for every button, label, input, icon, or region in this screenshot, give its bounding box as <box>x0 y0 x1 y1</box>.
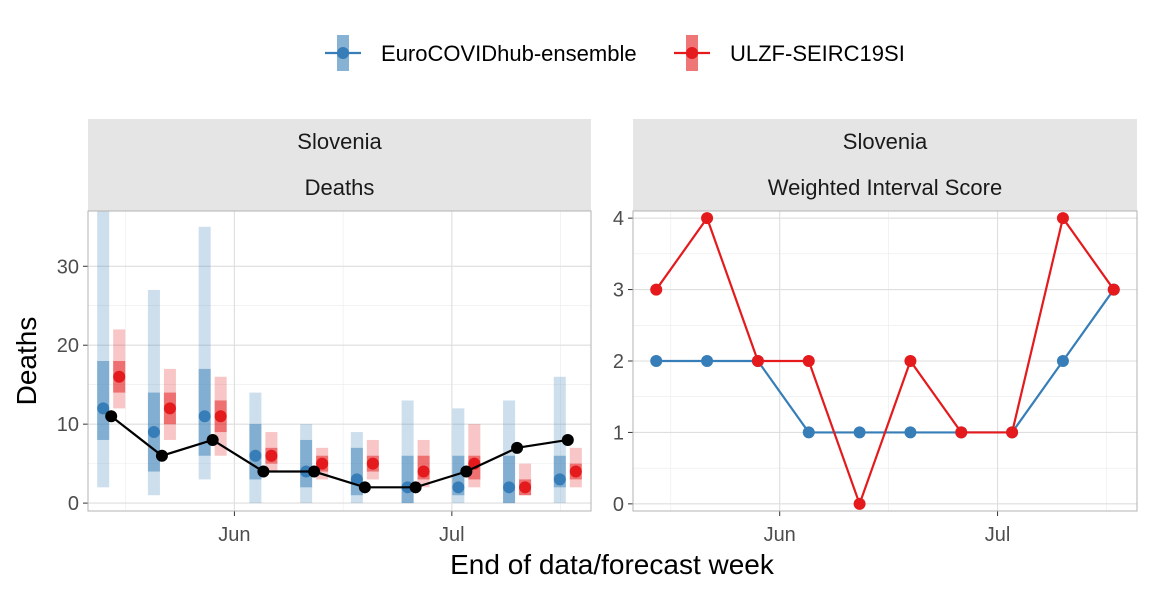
y-tick-label: 0 <box>68 493 79 515</box>
panel-wis: Slovenia Weighted Interval Score 0 1 2 3 4 Ju… <box>613 119 1138 546</box>
strip-metric-left-label: Deaths <box>305 175 375 200</box>
x-tick-label: Jun <box>218 524 250 546</box>
observed-point <box>155 449 168 462</box>
legend-key-1 <box>674 35 710 71</box>
median-point <box>417 465 430 478</box>
data-layer <box>650 212 1120 510</box>
observed-point <box>358 481 371 494</box>
observed-point <box>308 465 321 478</box>
observed-point <box>105 410 118 423</box>
median-point <box>97 402 110 415</box>
wis-point <box>650 283 663 296</box>
y-axis-title: Deaths <box>11 317 42 406</box>
plot-area-wis: 0 1 2 3 4 Jun Jul <box>613 208 1138 546</box>
median-point <box>452 481 465 494</box>
wis-point <box>1006 426 1019 439</box>
wis-point <box>751 355 764 367</box>
interval-90-bar <box>97 211 110 488</box>
observed-point <box>460 465 473 478</box>
median-point <box>553 473 566 486</box>
strip-country-right-label: Slovenia <box>843 129 928 154</box>
x-axis-title: End of data/forecast week <box>450 549 775 580</box>
interval-50-bar <box>97 361 110 440</box>
y-tick-label: 0 <box>613 494 624 516</box>
wis-point <box>904 426 917 439</box>
strip-metric-left <box>88 165 591 211</box>
observed-line <box>110 415 568 489</box>
x-tick-label: Jun <box>764 524 796 546</box>
interval-50-bar <box>503 455 516 504</box>
interval-50-bar <box>401 455 414 504</box>
median-point <box>503 481 516 494</box>
x-tick-label: Jul <box>985 524 1011 546</box>
median-point <box>214 410 227 423</box>
median-point <box>113 370 126 383</box>
wis-point <box>701 212 714 225</box>
wis-point <box>1056 212 1069 225</box>
median-point <box>163 402 176 415</box>
wis-point <box>853 426 866 439</box>
observed-point <box>409 481 422 494</box>
median-point <box>569 465 582 478</box>
data-layer <box>97 211 582 504</box>
strip-metric-right <box>633 165 1137 211</box>
plot-area-deaths: 0 10 20 30 Jun Jul <box>57 210 592 546</box>
wis-point <box>802 355 815 367</box>
median-point <box>265 449 278 462</box>
y-tick-label: 2 <box>613 351 624 373</box>
x-tick-label: Jul <box>439 524 465 546</box>
y-tick-label: 3 <box>613 280 624 302</box>
strip-country-left <box>88 119 591 165</box>
wis-line <box>655 215 1115 508</box>
median-point <box>198 410 211 423</box>
observed-point <box>561 433 574 446</box>
median-point <box>350 473 363 486</box>
observed-point <box>511 441 524 454</box>
legend-point-swatch <box>686 47 698 59</box>
median-point <box>519 481 532 494</box>
panel-deaths: Slovenia Deaths 0 10 20 30 Jun Jul <box>57 119 592 546</box>
median-point <box>249 449 262 462</box>
legend-key-0 <box>325 35 361 71</box>
panel-background <box>88 211 591 511</box>
panel-border <box>632 210 1138 512</box>
y-tick-label: 4 <box>613 208 624 230</box>
wis-point <box>1056 355 1069 367</box>
strip-country-right <box>633 119 1137 165</box>
wis-point <box>650 355 663 367</box>
observed-point <box>206 433 219 446</box>
median-point <box>147 426 160 439</box>
wis-point <box>853 497 866 510</box>
panel-border <box>87 210 592 512</box>
interval-50-bar <box>300 439 313 488</box>
wis-point <box>955 426 968 439</box>
observed-point <box>257 465 270 478</box>
wis-point <box>904 355 917 367</box>
wis-point <box>701 355 714 367</box>
median-point <box>316 457 329 470</box>
y-tick-label: 1 <box>613 422 624 444</box>
median-point <box>366 457 379 470</box>
wis-point <box>802 426 815 439</box>
y-tick-label: 30 <box>57 256 79 278</box>
strip-country-left-label: Slovenia <box>297 129 382 154</box>
legend-label-1: ULZF-SEIRC19SI <box>730 41 905 66</box>
wis-point <box>1107 283 1120 296</box>
legend-point-swatch <box>337 47 349 59</box>
legend-label-0: EuroCOVIDhub-ensemble <box>381 41 637 66</box>
strip-metric-right-label: Weighted Interval Score <box>768 175 1002 200</box>
y-tick-label: 10 <box>57 414 79 436</box>
y-tick-label: 20 <box>57 335 79 357</box>
legend: EuroCOVIDhub-ensemble ULZF-SEIRC19SI <box>325 35 905 71</box>
